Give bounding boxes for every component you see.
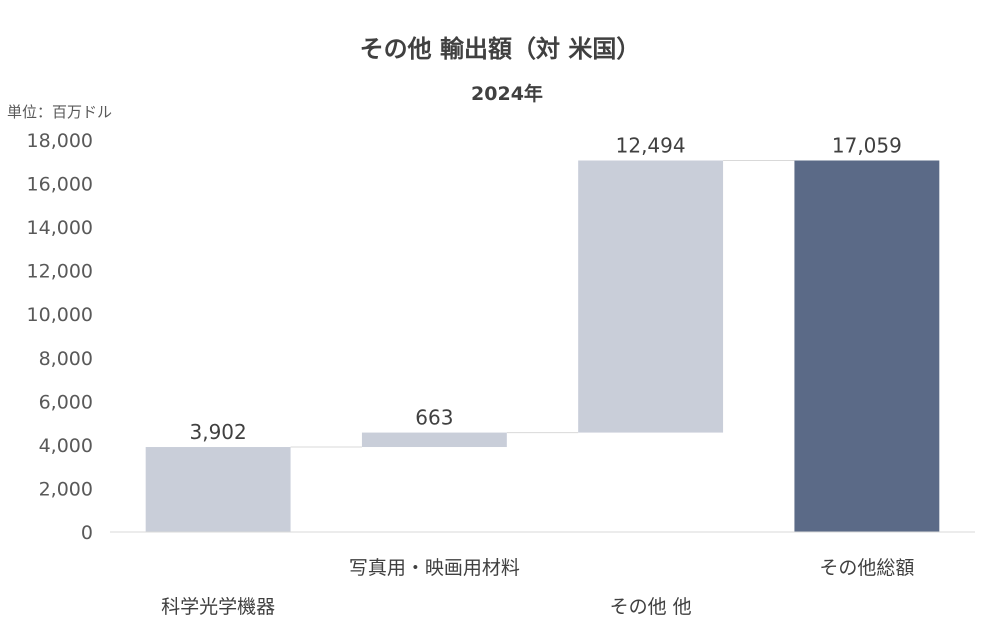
- y-tick-label: 16,000: [27, 174, 93, 196]
- y-tick-label: 2,000: [39, 478, 93, 500]
- total-bar: [794, 160, 940, 532]
- increase-bar: [145, 447, 291, 532]
- category-label: その他 他: [610, 596, 692, 618]
- y-tick-label: 8,000: [39, 348, 93, 370]
- y-tick-label: 18,000: [27, 130, 93, 152]
- data-label: 12,494: [616, 133, 686, 157]
- y-axis-ticks: 0 2,000 4,000 6,000 8,000 10,000 12,000 14,000 1…: [27, 130, 93, 544]
- y-tick-label: 0: [81, 522, 93, 544]
- increase-bar: [361, 432, 507, 448]
- category-label: 写真用・映画用材料: [349, 557, 520, 579]
- y-tick-label: 6,000: [39, 391, 93, 413]
- y-tick-label: 4,000: [39, 435, 93, 457]
- data-label: 663: [415, 406, 453, 430]
- y-tick-label: 10,000: [27, 304, 93, 326]
- chart-subtitle: 2024年: [471, 82, 543, 105]
- increase-bar: [578, 160, 724, 433]
- data-labels: 3,902 663 12,494 17,059: [189, 133, 901, 444]
- chart-title: その他 輸出額（対 米国）: [360, 35, 641, 63]
- bars: [145, 160, 940, 532]
- y-tick-label: 14,000: [27, 217, 93, 239]
- category-label: その他総額: [819, 557, 914, 579]
- data-label: 3,902: [189, 420, 246, 444]
- data-label: 17,059: [832, 133, 902, 157]
- unit-label: 単位：百万ドル: [7, 103, 112, 121]
- connector-lines: [290, 159, 795, 448]
- y-tick-label: 12,000: [27, 261, 93, 283]
- category-label: 科学光学機器: [161, 596, 275, 618]
